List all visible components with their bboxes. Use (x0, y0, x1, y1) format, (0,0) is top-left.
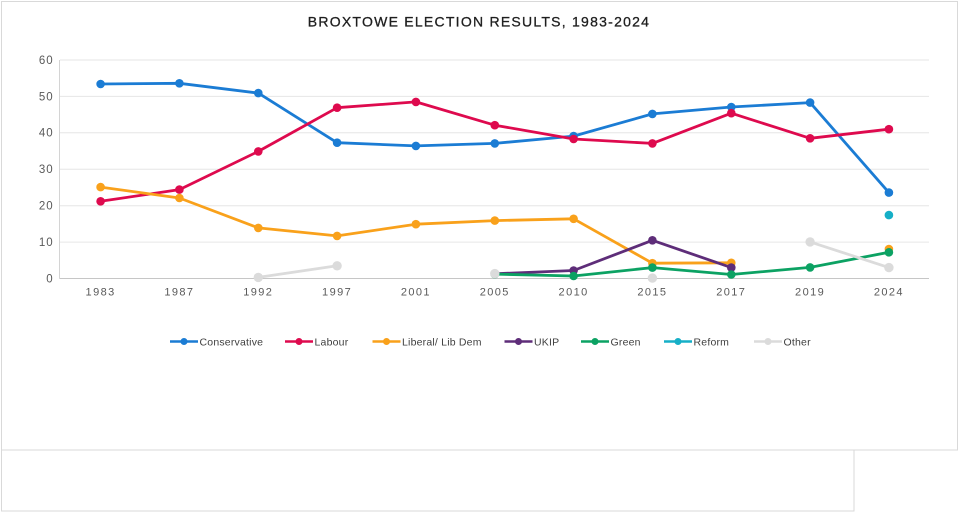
svg-text:0: 0 (46, 273, 53, 285)
svg-text:50: 50 (39, 91, 54, 103)
svg-text:30: 30 (39, 164, 54, 176)
svg-text:2017: 2017 (716, 287, 746, 299)
svg-text:1997: 1997 (322, 287, 352, 299)
svg-text:2005: 2005 (480, 287, 510, 299)
svg-text:60: 60 (39, 55, 54, 67)
svg-text:2010: 2010 (559, 287, 589, 299)
svg-text:UKIP: UKIP (534, 336, 559, 348)
svg-text:1992: 1992 (243, 287, 273, 299)
svg-text:2015: 2015 (637, 287, 667, 299)
svg-text:Liberal/ Lib Dem: Liberal/ Lib Dem (402, 336, 482, 348)
svg-text:40: 40 (39, 128, 54, 140)
svg-text:2024: 2024 (874, 287, 904, 299)
svg-text:2019: 2019 (795, 287, 825, 299)
svg-text:Conservative: Conservative (200, 336, 264, 348)
svg-text:BROXTOWE ELECTION RESULTS, 198: BROXTOWE ELECTION RESULTS, 1983-2024 (308, 14, 650, 30)
svg-text:2001: 2001 (401, 287, 431, 299)
svg-text:20: 20 (39, 201, 54, 213)
svg-text:Reform: Reform (694, 336, 730, 348)
svg-text:Labour: Labour (315, 336, 349, 348)
svg-text:1987: 1987 (164, 287, 194, 299)
svg-text:Green: Green (611, 336, 641, 348)
svg-text:10: 10 (39, 237, 54, 249)
svg-text:Other: Other (784, 336, 812, 348)
svg-text:1983: 1983 (86, 287, 116, 299)
